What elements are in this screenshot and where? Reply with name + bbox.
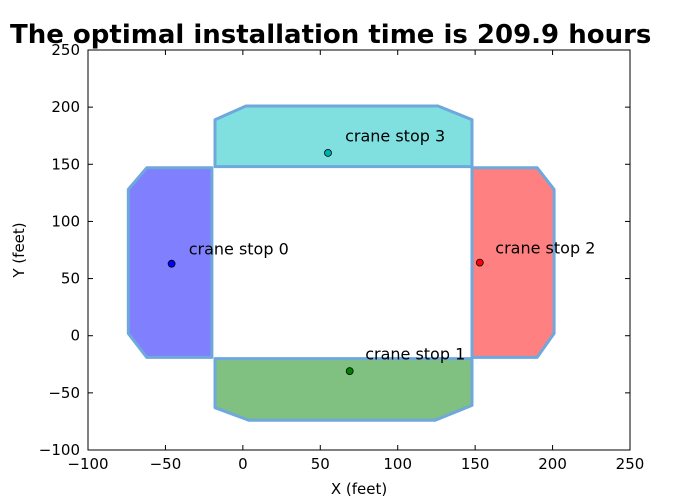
chart-title: The optimal installation time is 209.9 h… xyxy=(10,20,651,50)
y-tick-label: −100 xyxy=(39,441,80,459)
region-polygon-3 xyxy=(213,104,474,169)
y-tick-label: 100 xyxy=(51,212,80,230)
x-tick-label: 250 xyxy=(616,455,645,473)
x-axis-label: X (feet) xyxy=(331,480,387,498)
region-polygon-2 xyxy=(470,166,556,359)
y-tick-label: 150 xyxy=(51,155,80,173)
crane-stop-label-3: crane stop 3 xyxy=(345,126,445,145)
y-tick-label: 0 xyxy=(70,327,80,345)
x-tick-label: 100 xyxy=(383,455,412,473)
x-tick-label: 50 xyxy=(311,455,330,473)
plot-frame xyxy=(87,49,631,451)
y-tick-label: 50 xyxy=(61,270,80,288)
x-tick-label: 200 xyxy=(538,455,567,473)
x-tick-label: 150 xyxy=(461,455,490,473)
axis-ticks: −100 −50 0 50 100 150 200 250 −100 −50 0 50 100 150 20… xyxy=(39,41,645,473)
crane-stop-point-3 xyxy=(324,148,332,157)
crane-stop-label-0: crane stop 0 xyxy=(189,240,289,259)
x-tick-label: 0 xyxy=(238,455,248,473)
y-tick-label: 250 xyxy=(51,41,80,59)
crane-stop-point-2 xyxy=(475,258,484,267)
crane-stop-label-1: crane stop 1 xyxy=(365,345,465,364)
crane-stop-label-2: crane stop 2 xyxy=(495,238,595,257)
y-tick-label: 200 xyxy=(51,98,80,116)
x-tick-label: −100 xyxy=(67,455,108,473)
crane-stop-point-1 xyxy=(345,367,354,376)
y-axis-label: Y (feet) xyxy=(10,222,28,278)
y-tick-label: −50 xyxy=(48,384,80,402)
x-tick-label: −50 xyxy=(150,455,182,473)
plot-area: crane stop 0 crane stop 1 crane stop 2 cran… xyxy=(126,104,595,422)
region-polygon-1 xyxy=(213,357,474,422)
crane-stop-point-0 xyxy=(167,259,176,268)
